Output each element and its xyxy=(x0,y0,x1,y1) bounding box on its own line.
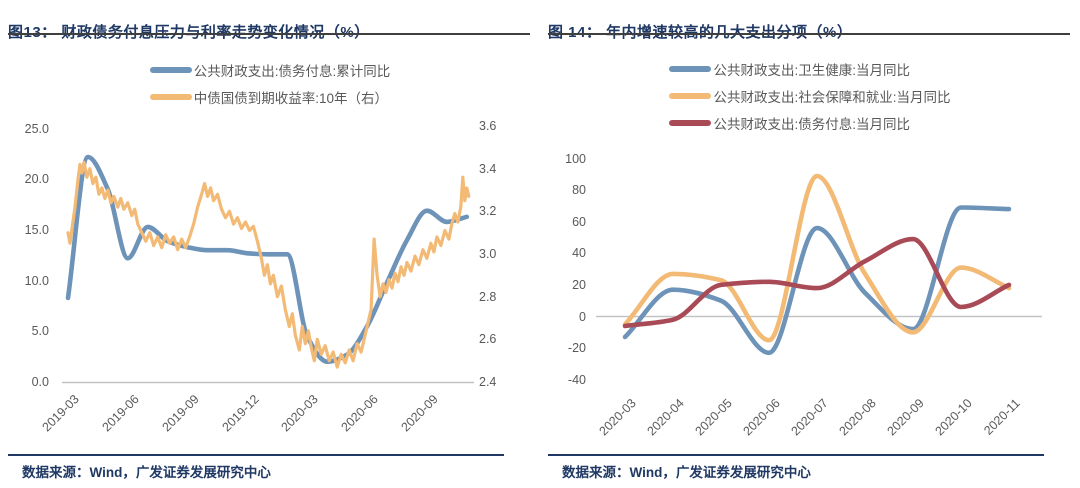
fig13-series-0-line xyxy=(65,154,470,364)
legend-marker xyxy=(149,66,192,73)
figure-13-title-rule xyxy=(8,33,530,35)
legend-item-label: 公共财政支出:社会保障和就业:当月同比 xyxy=(713,89,951,105)
figure-14-source: 数据来源：Wind，广发证券发展研究中心 xyxy=(562,465,811,480)
figure-13-source: 数据来源：Wind，广发证券发展研究中心 xyxy=(22,465,271,480)
legend-marker xyxy=(669,119,712,126)
legend-marker xyxy=(669,65,712,72)
figure-14-title-rule xyxy=(548,33,1070,35)
figure-14-source-rule xyxy=(548,454,1044,456)
fig14-series-2-line xyxy=(622,236,1012,329)
legend-item: 公共财政支出:债务付息:当月同比 xyxy=(669,109,910,136)
legend-item: 公共财政支出:社会保障和就业:当月同比 xyxy=(669,82,951,109)
figure-13-panel: 图13： 财政债务付息压力与利率走势变化情况（%） 公共财政支出:债务付息:累计… xyxy=(0,24,540,480)
legend-item: 公共财政支出:卫生健康:当月同比 xyxy=(669,55,910,82)
legend-item-label: 公共财政支出:卫生健康:当月同比 xyxy=(713,62,910,78)
fig14-plot-area xyxy=(596,173,1042,356)
legend-item-label: 公共财政支出:债务付息:累计同比 xyxy=(193,63,391,79)
figure-14-legend: 公共财政支出:卫生健康:当月同比 公共财政支出:社会保障和就业:当月同比 公共财… xyxy=(540,55,1080,136)
figure-14-title: 图 14： 年内增速较高的几大支出分项（%） xyxy=(548,24,853,42)
figure-13-legend: 公共财政支出:债务付息:累计同比 中债国债到期收益率:10年（右） xyxy=(0,56,540,110)
fig13-plot-area xyxy=(62,154,474,384)
legend-item: 中债国债到期收益率:10年（右） xyxy=(149,83,389,110)
figure-13-title: 图13： 财政债务付息压力与利率走势变化情况（%） xyxy=(8,24,370,42)
legend-marker xyxy=(669,92,712,99)
legend-marker xyxy=(149,93,192,100)
figure-14-panel: 图 14： 年内增速较高的几大支出分项（%） 公共财政支出:卫生健康:当月同比 … xyxy=(540,0,1080,488)
legend-item-label: 公共财政支出:债务付息:当月同比 xyxy=(713,116,910,132)
figure-13-source-rule xyxy=(8,454,504,456)
fig14-series-1-line xyxy=(622,173,1012,343)
legend-item: 公共财政支出:债务付息:累计同比 xyxy=(149,56,391,83)
fig14-series-0-line xyxy=(622,205,1012,356)
legend-item-label: 中债国债到期收益率:10年（右） xyxy=(193,90,389,106)
fig13-series-1-line xyxy=(66,160,471,369)
